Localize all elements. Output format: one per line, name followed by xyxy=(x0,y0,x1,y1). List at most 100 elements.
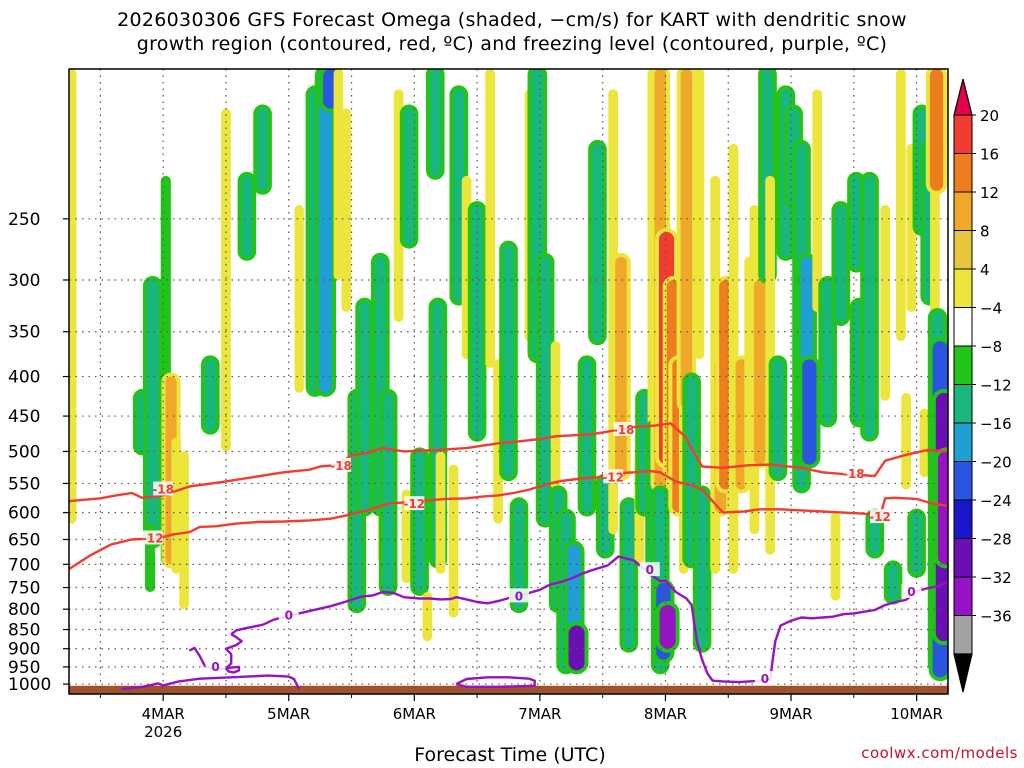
contour-label: -12 xyxy=(869,510,891,524)
colorbar-label: 4 xyxy=(980,261,990,279)
contour--12 xyxy=(69,469,948,571)
omega-streak xyxy=(911,512,922,574)
colorbar-label: 20 xyxy=(980,107,999,125)
x-axis-title: Forecast Time (UTC) xyxy=(414,744,606,766)
omega-streak xyxy=(568,625,585,671)
contour-label: -12 xyxy=(602,470,624,484)
omega-streak xyxy=(403,108,415,245)
colorbar-swatch xyxy=(953,499,973,539)
contour-0-base-left xyxy=(121,674,301,691)
omega-streak xyxy=(69,69,77,524)
contour-label-bg xyxy=(754,671,775,686)
contour-label-bg xyxy=(613,421,634,436)
colorbar-swatch xyxy=(953,422,973,462)
omega-streak xyxy=(812,89,823,312)
colorbar-swatch xyxy=(953,615,973,655)
omega-streak xyxy=(929,69,944,191)
y-tick-label: 450 xyxy=(8,407,40,427)
omega-streak xyxy=(802,359,817,465)
colorbar-label: −4 xyxy=(980,300,1002,318)
colorbar-label: 12 xyxy=(980,184,999,202)
plot-frame xyxy=(68,68,949,695)
omega-streak xyxy=(382,392,394,592)
x-tick-label: 9MAR xyxy=(769,705,812,723)
contour-label: 0 xyxy=(761,672,769,686)
omega-streak xyxy=(257,108,268,191)
omega-streak xyxy=(896,69,906,342)
chart-title-line-1: 2026030306 GFS Forecast Omega (shaded, −… xyxy=(117,9,907,31)
omega-streak xyxy=(919,408,930,478)
x-tick-label: 10MAR xyxy=(890,705,943,723)
colorbar-swatch xyxy=(953,461,973,501)
contour-0-upper xyxy=(230,555,948,684)
contour-label: 0 xyxy=(211,660,219,674)
omega-streak xyxy=(503,244,514,478)
contour-label-bg xyxy=(843,466,864,481)
y-tick-label: 600 xyxy=(8,504,40,524)
omega-streak xyxy=(696,489,708,649)
contour--18 xyxy=(69,422,948,503)
colorbar-bottom-arrow xyxy=(953,653,973,693)
omega-streak xyxy=(422,591,433,642)
contour-label: -12 xyxy=(403,497,425,511)
y-tick-label: 700 xyxy=(8,555,40,575)
contour-0-base-center xyxy=(455,676,536,688)
omega-streak xyxy=(471,205,483,438)
colorbar-top-arrow xyxy=(953,78,973,116)
contour-label: 0 xyxy=(907,585,915,599)
colorbar-label: −28 xyxy=(980,531,1012,549)
contour-0-loop-small xyxy=(225,665,241,674)
y-tick-label: 250 xyxy=(8,210,40,230)
omega-streak xyxy=(830,512,841,601)
colorbar-label: −24 xyxy=(980,492,1012,510)
omega-streak xyxy=(241,175,253,257)
omega-streak xyxy=(901,392,911,490)
omega-streak xyxy=(864,175,875,438)
y-tick-label: 400 xyxy=(8,368,40,388)
plot-area: -18 -18 -18 -18 -12 -12 -12 -12 0 0 0 0 0 0 xyxy=(69,69,948,694)
y-tick-label: 800 xyxy=(8,600,40,620)
x-tick-label: 7MAR xyxy=(518,705,561,723)
omega-streak xyxy=(341,108,352,312)
terrain-strip xyxy=(69,685,948,694)
omega-streak xyxy=(592,143,603,342)
y-tick-label: 950 xyxy=(8,658,40,678)
x-tick-sublabel: 2026 xyxy=(144,723,182,741)
omega-streak xyxy=(887,564,899,601)
y-tick-label: 500 xyxy=(8,442,40,462)
y-tick-label: 350 xyxy=(8,323,40,343)
colorbar-swatch xyxy=(953,576,973,616)
grid xyxy=(69,69,948,694)
colorbar-swatch xyxy=(953,153,973,193)
omega-streak xyxy=(550,341,561,490)
contour-label: -18 xyxy=(613,423,635,437)
omega-streak xyxy=(318,69,333,393)
omega-streak xyxy=(851,175,862,269)
contour-label: -18 xyxy=(330,459,352,473)
omega-streak xyxy=(485,69,496,369)
y-tick-label: 650 xyxy=(8,530,40,550)
y-tick-label: 900 xyxy=(8,640,40,660)
source-credit: coolwx.com/models xyxy=(861,744,1018,762)
colorbar-swatch xyxy=(953,307,973,347)
contour-label-bg xyxy=(901,583,922,598)
omega-streak xyxy=(680,69,693,409)
contour-label: 0 xyxy=(515,589,523,603)
contour-label: 0 xyxy=(285,608,293,622)
contour-label: -18 xyxy=(843,467,865,481)
omega-streak xyxy=(659,604,676,649)
x-tick-label: 6MAR xyxy=(393,705,436,723)
colorbar-swatch xyxy=(953,384,973,424)
omega-streak xyxy=(615,256,627,478)
omega-streak xyxy=(448,464,459,618)
colorbar-label: 16 xyxy=(980,146,999,164)
colorbar-swatch xyxy=(953,114,973,154)
omega-streak xyxy=(513,501,525,610)
contour-label-bg xyxy=(142,530,163,545)
omega-streak xyxy=(694,69,705,360)
colorbar-swatch xyxy=(953,538,973,578)
omega-streak xyxy=(453,89,465,302)
colorbar-label: −16 xyxy=(980,415,1012,433)
y-axis: 2503003504004505005506006507007508008509… xyxy=(8,210,69,695)
